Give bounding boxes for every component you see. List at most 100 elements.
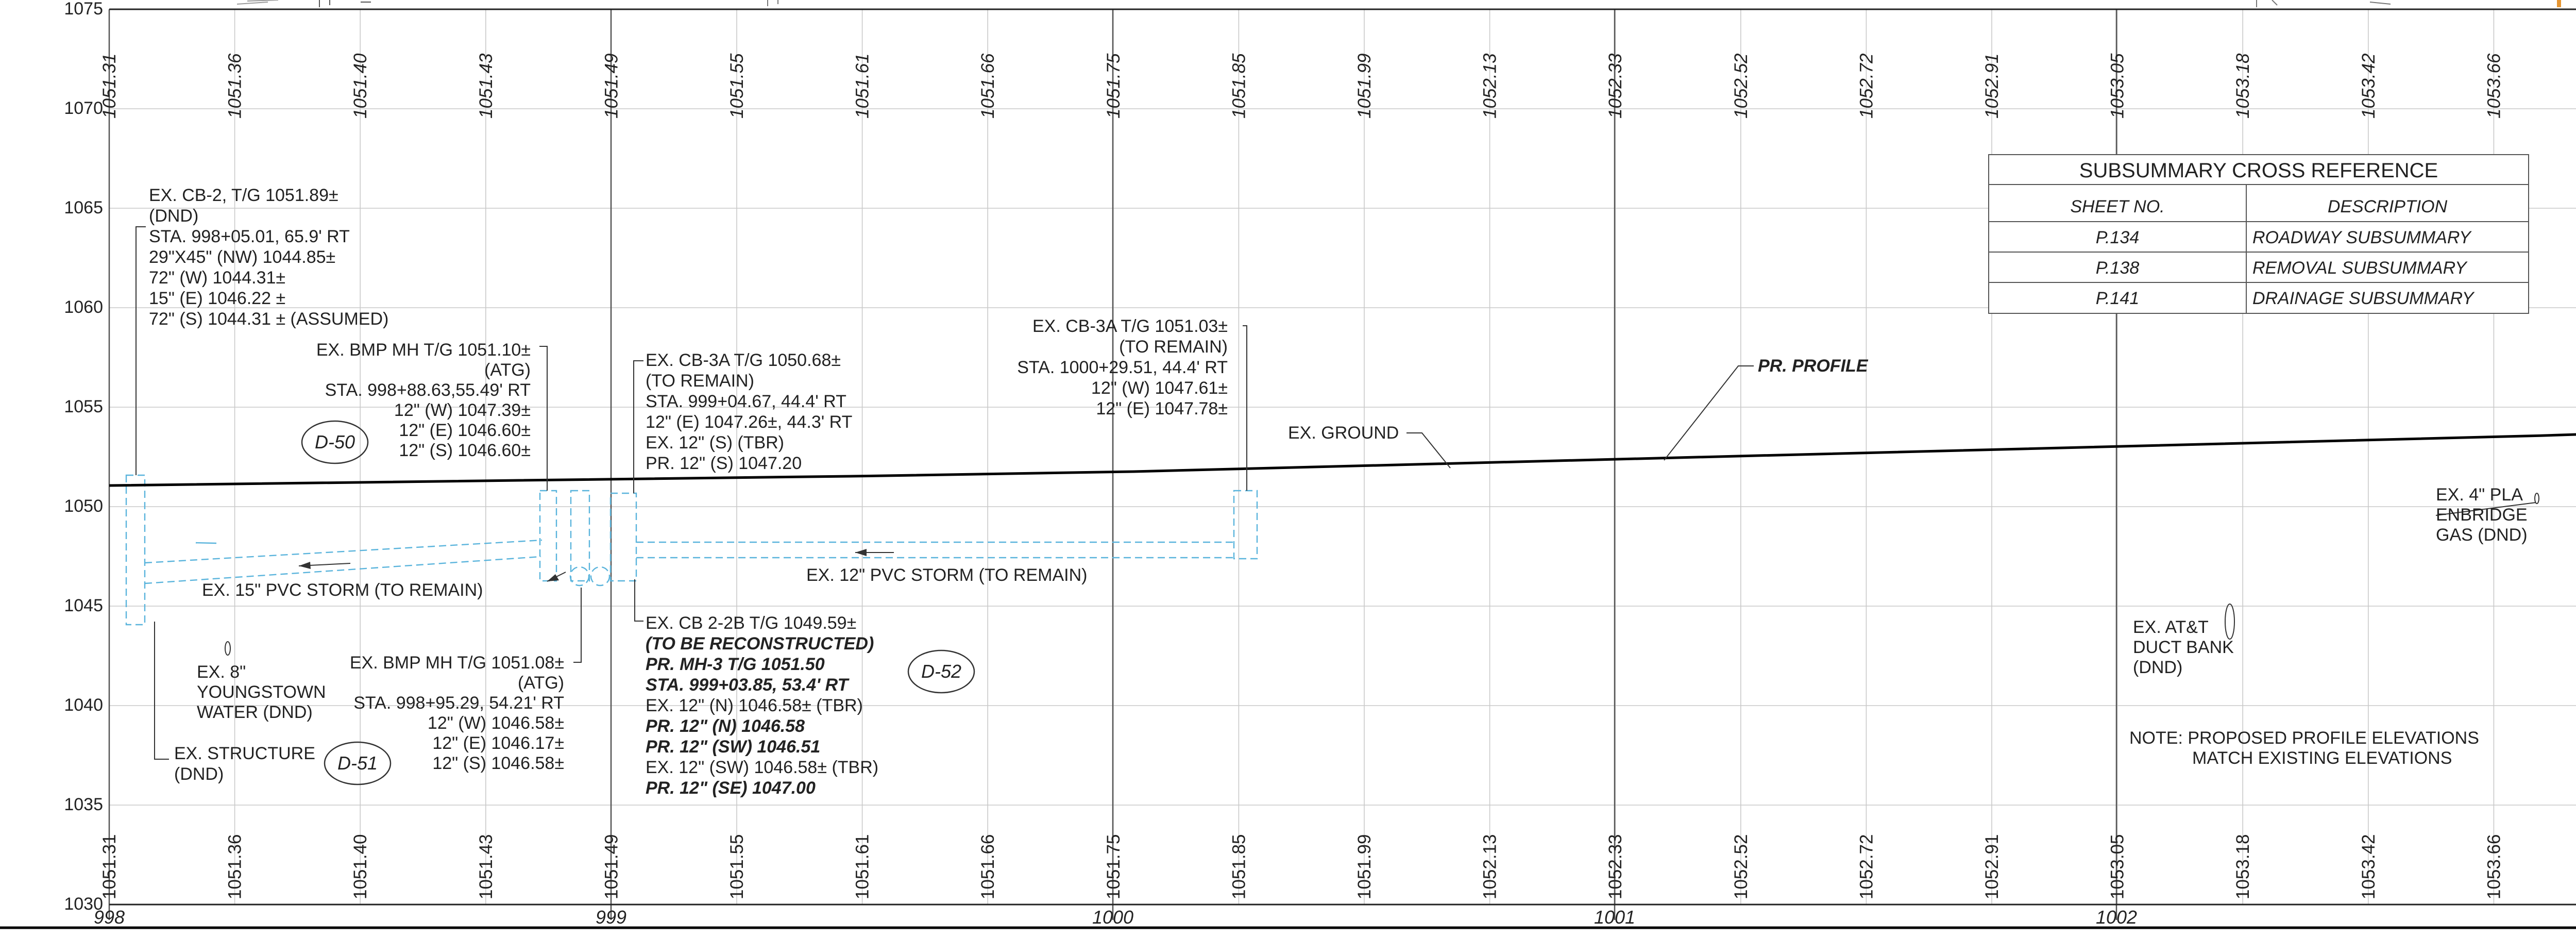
elevation-label-left: 1045	[64, 596, 103, 615]
leader-lines	[135, 226, 2536, 760]
elevation-label-left: 1060	[64, 297, 103, 317]
top-elevation-label: 1051.99	[1354, 53, 1375, 119]
existing-structure-cb2	[125, 474, 146, 626]
bottom-elevation-label: 1052.33	[1605, 834, 1625, 899]
top-elevation-label: 1051.40	[350, 53, 370, 119]
note-line: MATCH EXISTING ELEVATIONS	[2192, 748, 2452, 768]
callout-d50-label: D-50	[315, 431, 355, 453]
existing-15in-storm-pipe	[144, 539, 543, 584]
elevation-label-left: 1050	[64, 496, 103, 516]
top-elevation-label: 1051.36	[225, 53, 245, 119]
note-line: YOUNGSTOWN	[197, 682, 326, 702]
elevation-label-left: 1030	[64, 894, 103, 914]
note-line: DUCT BANK	[2133, 638, 2234, 657]
clipped-top-fragments	[236, 0, 2561, 7]
note-ex-cb-2-2b: EX. CB 2-2B T/G 1049.59±(TO BE RECONSTRU…	[646, 613, 878, 798]
note-line: (TO BE RECONSTRUCTED)	[646, 634, 874, 654]
note-line: PR. 12" (S) 1047.20	[646, 454, 802, 473]
callout-d51-label: D-51	[337, 752, 378, 774]
leader-cb3a-left	[633, 360, 643, 493]
leader-profile	[1664, 365, 1754, 461]
note-line: 12" (W) 1047.61±	[1091, 378, 1228, 398]
fragment-4	[2256, 0, 2391, 7]
callout-d50: D-50	[301, 420, 369, 464]
top-elevation-label: 1051.66	[978, 53, 998, 119]
bottom-elevation-label: 1051.61	[853, 834, 873, 899]
elevation-label-left: 1035	[64, 795, 103, 814]
bottom-elevation-label: 1051.49	[601, 834, 621, 899]
note-line: EX. CB-2, T/G 1051.89±	[149, 186, 338, 205]
leader-gas	[2435, 502, 2536, 516]
bottom-elevation-label: 1053.66	[2484, 834, 2504, 899]
note-line: EX. CB-3A T/G 1051.03±	[1032, 316, 1228, 336]
note-ex-cb3a-left: EX. CB-3A T/G 1050.68±(TO REMAIN)STA. 99…	[646, 350, 852, 473]
table-row-2-description: REMOVAL SUBSUMMARY	[2252, 258, 2468, 278]
fragment-5	[2557, 0, 2561, 7]
bottom-elevation-label: 1052.72	[1856, 834, 1876, 899]
callout-d52-label: D-52	[921, 661, 961, 682]
note-line: EX. 12" (N) 1046.58± (TBR)	[646, 696, 863, 715]
note-line: 29"X45" (NW) 1044.85±	[149, 247, 335, 267]
note-line: EX. 8"	[197, 662, 246, 682]
note-line: 15" (E) 1046.22 ±	[149, 289, 285, 308]
table-row-3-description: DRAINAGE SUBSUMMARY	[2252, 289, 2475, 308]
callout-d52: D-52	[907, 649, 975, 694]
note-line: STA. 998+95.29, 54.21' RT	[353, 693, 564, 713]
elevation-label-left: 1055	[64, 397, 103, 416]
label-ex-15in-storm: EX. 15" PVC STORM (TO REMAIN)	[202, 580, 483, 600]
leader-bmp1	[539, 346, 548, 491]
table-body	[1988, 184, 2529, 314]
note-line: EX. 12" (SW) 1046.58± (TBR)	[646, 758, 878, 777]
top-elevation-label: 1052.13	[1480, 53, 1500, 119]
note-ex-structure: EX. STRUCTURE(DND)	[174, 744, 315, 784]
note-line: 12" (W) 1046.58±	[428, 713, 564, 733]
note-line: PR. 12" (SE) 1047.00	[646, 778, 816, 798]
flow-arrowhead-12in	[855, 549, 867, 556]
bottom-elevation-row: 1051.31 1051.36 1051.40 1051.43 1051.49 1051.…	[99, 834, 2504, 899]
station-label: 1000	[1092, 907, 1133, 928]
fragment-1	[236, 0, 279, 5]
top-elevation-row: 1051.31 1051.36 1051.40 1051.43 1051.49 1051.…	[99, 53, 2504, 119]
elevation-label-left: 1075	[64, 0, 103, 19]
note-line: PR. 12" (N) 1046.58	[646, 716, 805, 736]
note-line: EX. BMP MH T/G 1051.10±	[316, 340, 531, 360]
note-ex-cb3a-right: EX. CB-3A T/G 1051.03±(TO REMAIN)STA. 10…	[1017, 316, 1228, 419]
leader-bmp2	[573, 588, 582, 663]
bottom-elevation-label: 1053.05	[2108, 834, 2128, 899]
top-elevation-label: 1052.33	[1605, 53, 1625, 119]
callout-d51-ellipse	[324, 741, 392, 785]
flow-arrowhead-bmp	[547, 574, 559, 581]
gas-main-symbol	[2534, 493, 2539, 504]
note-line: STA. 998+88.63,55.49' RT	[325, 380, 531, 400]
existing-pipe-end-2	[590, 566, 611, 587]
note-line: EX. CB 2-2B T/G 1049.59±	[646, 613, 856, 633]
top-elevation-label: 1051.55	[727, 53, 747, 119]
leader-structure	[154, 622, 169, 760]
bottom-elevation-label: 1051.85	[1229, 834, 1249, 899]
flow-arrows	[298, 549, 894, 582]
note-line: 12" (W) 1047.39±	[394, 400, 531, 420]
bottom-elevation-label: 1052.91	[1982, 834, 2002, 899]
leader-ground	[1406, 432, 1451, 468]
existing-pipe-end-1	[569, 566, 590, 587]
note-line: EX. 4" PLA	[2436, 485, 2523, 505]
elevation-label-left: 1040	[64, 695, 103, 715]
top-elevation-label: 1051.49	[601, 53, 621, 119]
note-line: STA. 999+03.85, 53.4' RT	[646, 675, 850, 695]
flow-arrowhead-15in	[299, 562, 311, 569]
note-line: (TO REMAIN)	[1119, 337, 1228, 357]
note-line: (ATG)	[484, 360, 531, 380]
utility-symbols	[225, 493, 2539, 656]
station-label: 1002	[2096, 907, 2137, 928]
fragment-2	[319, 0, 371, 7]
note-line: 12" (E) 1046.17±	[432, 733, 564, 753]
duct-bank-symbol	[2225, 604, 2235, 640]
subsummary-table: SUBSUMMARY CROSS REFERENCE SHEET NO. DES…	[1988, 154, 2529, 314]
note-line: GAS (DND)	[2436, 525, 2528, 545]
bottom-elevation-label: 1052.52	[1731, 834, 1751, 899]
station-axis: 9989991000100110021003	[94, 907, 2137, 928]
note-ex-cb2: EX. CB-2, T/G 1051.89±(DND)STA. 998+05.0…	[149, 186, 388, 329]
note-line: WATER (DND)	[197, 702, 313, 722]
